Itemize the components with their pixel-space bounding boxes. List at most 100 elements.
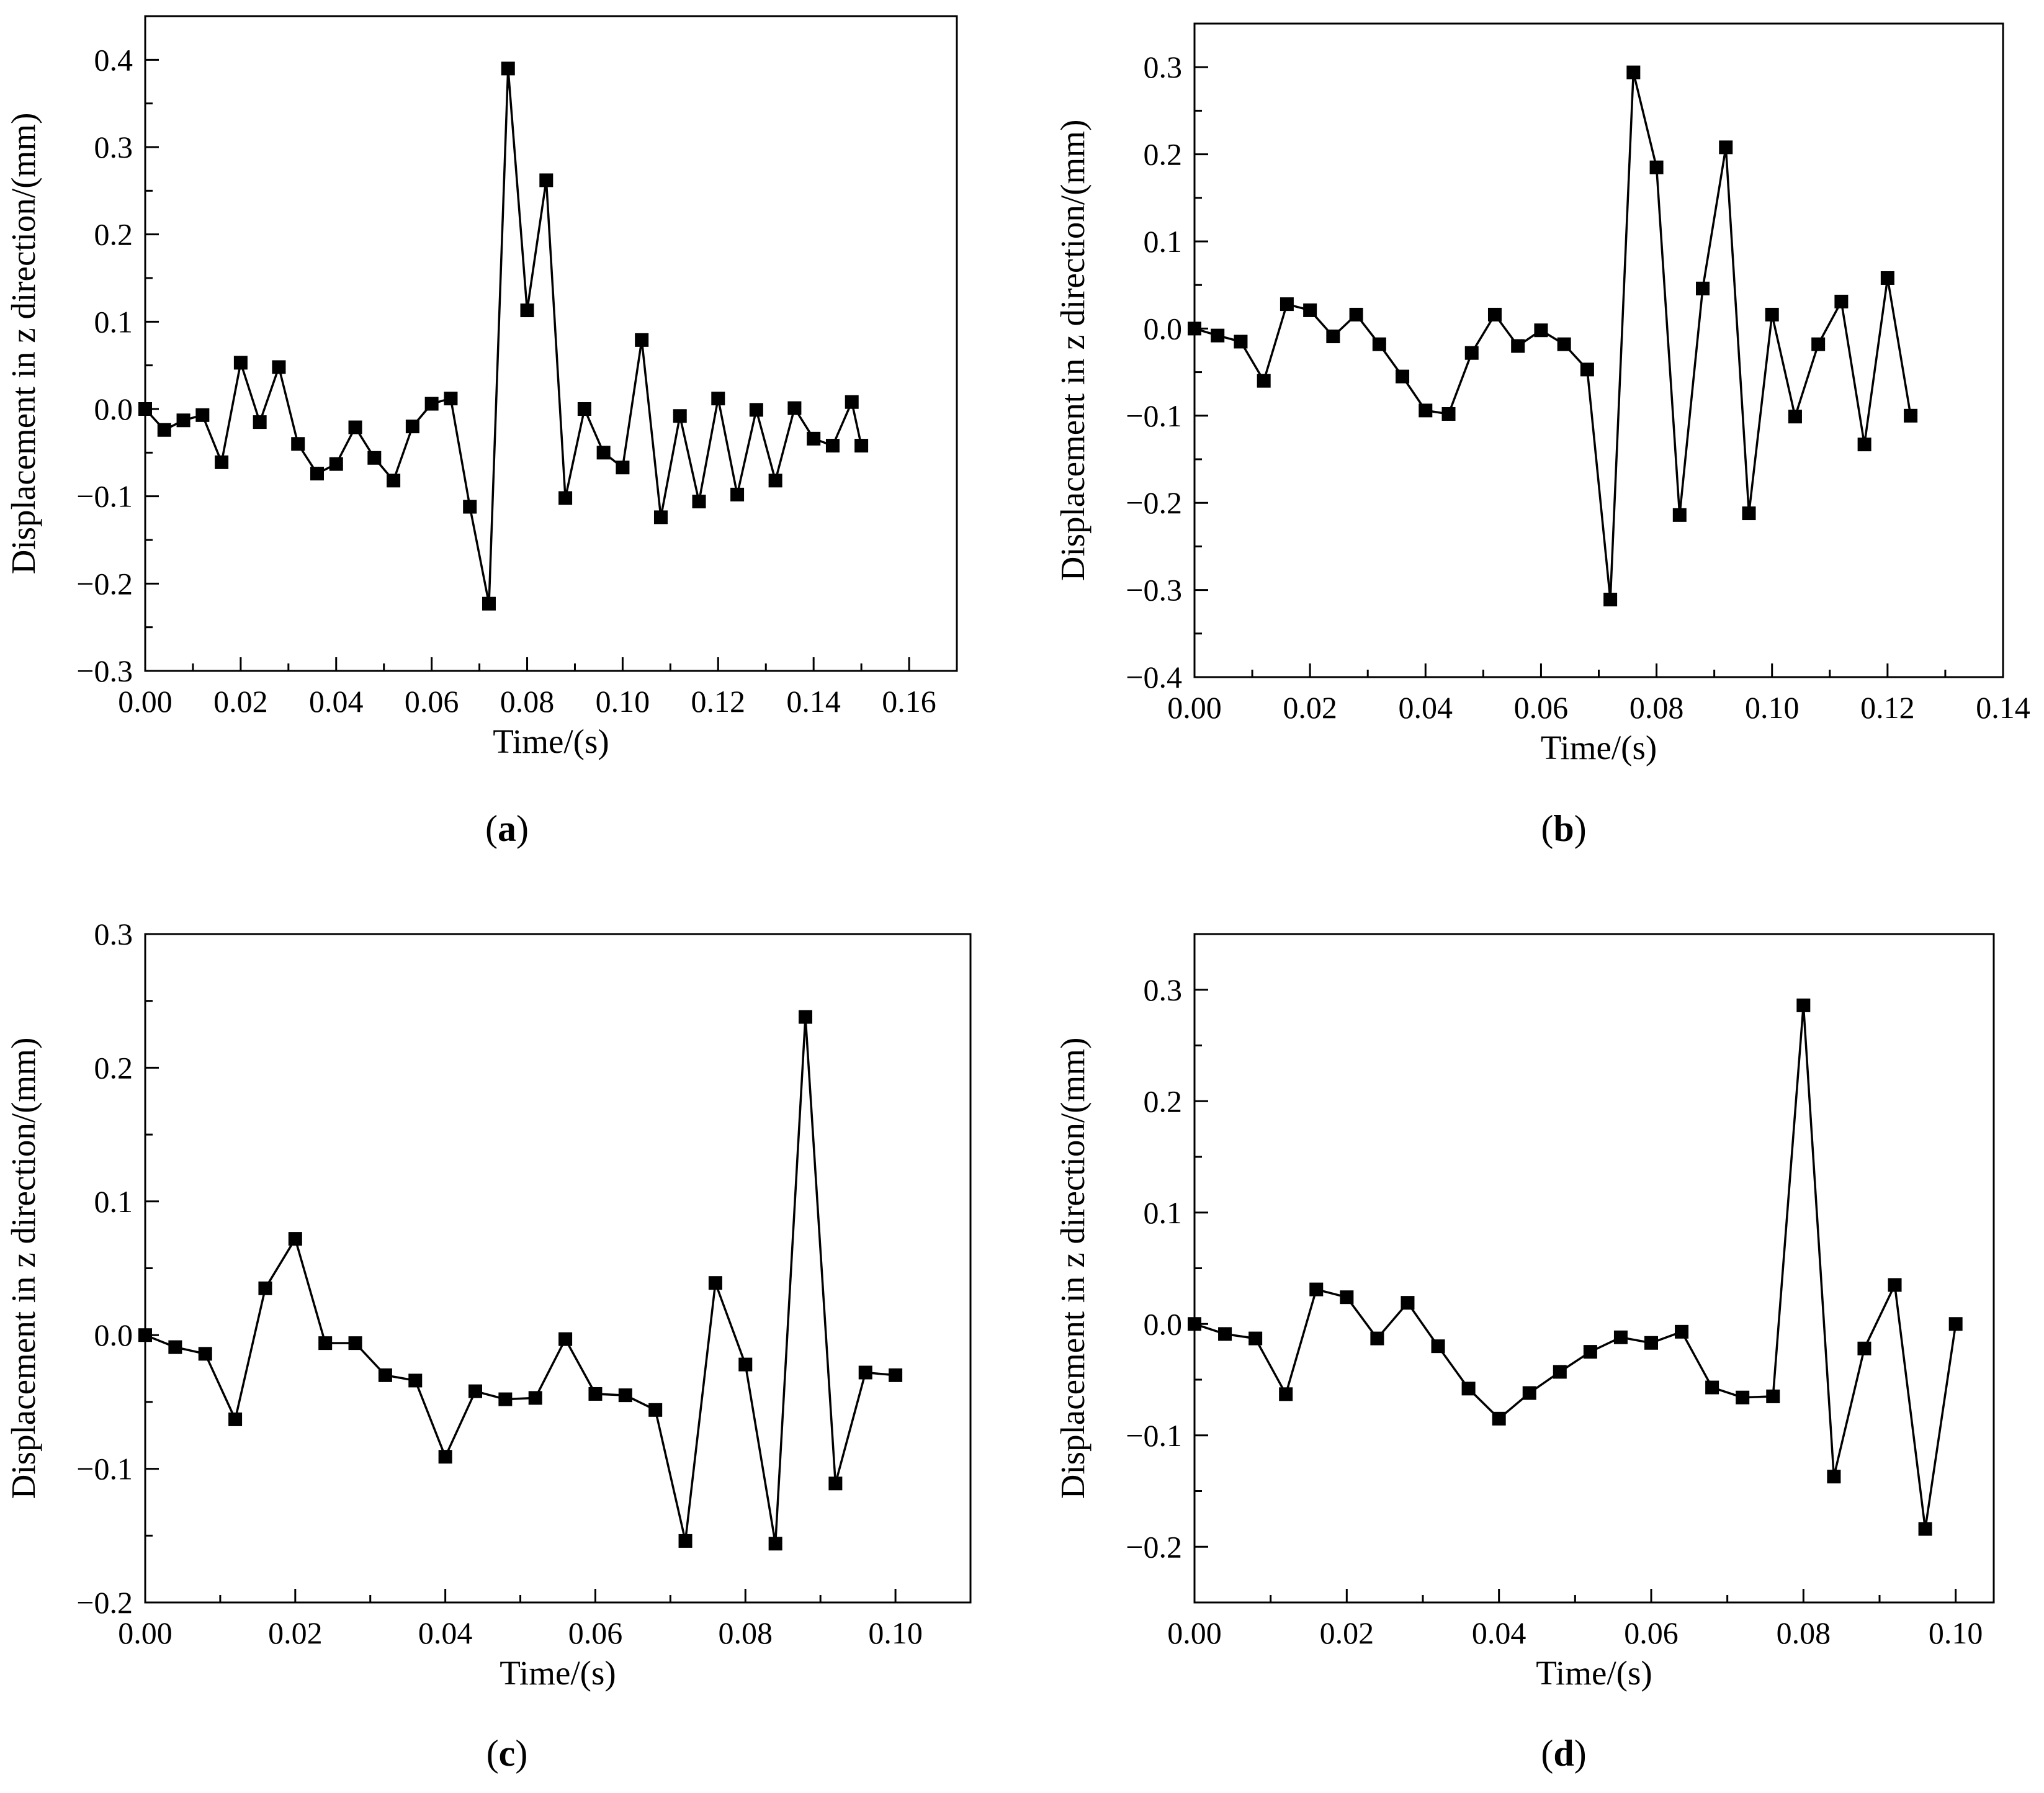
- chart-d-data-point: [1613, 1330, 1628, 1344]
- chart-d-y-axis-title: Displacement in z direction/(mm): [1054, 1038, 1091, 1499]
- chart-b-x-tick-label: 0.14: [1976, 690, 2030, 725]
- chart-a-y-tick-label: −0.2: [76, 566, 133, 601]
- chart-c-x-tick-label: 0.00: [118, 1615, 173, 1650]
- axes-d: 0.00 0.02 0.04 0.06 0.08 0.10 −0.2 −0.1 0.0 0.1 0.…: [1054, 933, 1995, 1692]
- chart-a-x-tick-label: 0.16: [882, 684, 936, 719]
- chart-a-x-tick-label: 0.08: [500, 684, 555, 719]
- chart-b-y-tick-label: −0.4: [1126, 660, 1182, 694]
- chart-a-data-point: [310, 467, 324, 481]
- chart-d-x-tick-label: 0.02: [1320, 1615, 1374, 1650]
- chart-a-x-tick-label: 0.04: [309, 684, 364, 719]
- chart-b-data-point: [1419, 403, 1433, 418]
- chart-d-data-point: [1431, 1339, 1445, 1354]
- chart-a-x-tick-label: 0.12: [691, 684, 746, 719]
- chart-a-data-point: [730, 487, 745, 501]
- chart-d-data-point: [1522, 1386, 1536, 1400]
- chart-a-data-point: [367, 451, 382, 465]
- chart-a-x-tick-label: 0.00: [118, 684, 173, 719]
- chart-a-data-point: [176, 413, 191, 428]
- chart-a-data-point: [673, 409, 687, 423]
- chart-a-data-point: [215, 455, 229, 469]
- chart-b-y-tick-label: −0.2: [1126, 485, 1182, 520]
- chart-a-data-point: [768, 474, 782, 488]
- chart-a-data-point: [291, 437, 305, 451]
- chart-c-data-point: [528, 1391, 542, 1405]
- chart-b-data-point: [1765, 307, 1779, 321]
- chart-a-data-point: [616, 461, 630, 475]
- chart-b-data-point: [1349, 307, 1363, 321]
- chart-b-data-point: [1280, 297, 1294, 312]
- chart-c-data-point: [258, 1281, 272, 1295]
- panel-c: 0.00 0.02 0.04 0.06 0.08 0.10 −0.2 −0.1 0.0 0.1 0.…: [4, 917, 972, 1774]
- chart-c-x-tick-label: 0.02: [268, 1615, 323, 1650]
- panel-label-a: (a): [485, 808, 529, 849]
- chart-a-data-point: [463, 500, 477, 514]
- chart-b-x-tick-label: 0.10: [1745, 690, 1800, 725]
- chart-c-data-point: [768, 1537, 782, 1551]
- chart-c-data-point: [348, 1336, 362, 1350]
- panel-label-c: (c): [486, 1733, 528, 1774]
- chart-a-y-tick-label: −0.1: [76, 479, 133, 514]
- chart-b-data-point: [1511, 339, 1525, 353]
- chart-d-data-point: [1948, 1317, 1963, 1331]
- chart-c-data-point: [288, 1232, 302, 1246]
- chart-a-data-point: [253, 415, 267, 429]
- chart-a-data-point: [233, 356, 248, 370]
- chart-a-data-point: [711, 392, 725, 406]
- chart-a-data-point: [482, 596, 496, 611]
- chart-b-x-tick-label: 0.00: [1167, 690, 1222, 725]
- chart-a-x-axis-title: Time/(s): [493, 722, 609, 760]
- chart-d-data-point: [1857, 1341, 1871, 1355]
- chart-b-data-point: [1649, 160, 1664, 174]
- chart-d-data-point: [1736, 1390, 1750, 1404]
- chart-a-data-point: [825, 439, 840, 453]
- chart-a-y-tick-label: −0.3: [76, 654, 133, 688]
- chart-d-data-point: [1553, 1365, 1567, 1379]
- chart-d-data-point: [1370, 1331, 1384, 1346]
- chart-c-plot-frame: [144, 933, 972, 1604]
- chart-c-y-tick-label: 0.3: [94, 917, 133, 951]
- chart-a-x-tick-label: 0.02: [213, 684, 268, 719]
- chart-b-y-tick-label: 0.1: [1144, 224, 1183, 259]
- chart-c-y-tick-label: −0.2: [76, 1585, 133, 1620]
- chart-d-x-tick-label: 0.06: [1624, 1615, 1679, 1650]
- chart-c-x-tick-label: 0.04: [418, 1615, 473, 1650]
- chart-a-data-point: [424, 397, 439, 411]
- chart-a-data-point: [692, 495, 706, 509]
- chart-b-y-tick-label: −0.1: [1126, 398, 1182, 433]
- chart-d-x-tick-label: 0.04: [1472, 1615, 1526, 1650]
- chart-d-data-point: [1888, 1278, 1902, 1292]
- chart-d-data-point: [1766, 1389, 1780, 1403]
- chart-c-data-point: [498, 1392, 513, 1406]
- chart-b-x-tick-label: 0.08: [1629, 690, 1684, 725]
- chart-b-data-point: [1464, 346, 1479, 360]
- chart-b-y-tick-label: 0.0: [1144, 311, 1183, 346]
- chart-b-data-point: [1742, 506, 1756, 521]
- chart-d-data-point: [1279, 1387, 1293, 1401]
- chart-b-x-axis-title: Time/(s): [1541, 729, 1657, 766]
- chart-a-data-point: [157, 423, 171, 437]
- chart-c-data-point: [138, 1328, 152, 1342]
- chart-a-data-point: [138, 402, 152, 416]
- chart-c-data-point: [468, 1384, 482, 1398]
- chart-b-data-point: [1580, 362, 1594, 377]
- chart-a-data-point: [195, 408, 210, 422]
- axes-a: 0.00 0.02 0.04 0.06 0.08 0.10 0.12 0.14 0.16 −0.3…: [4, 15, 958, 760]
- chart-c-data-point: [558, 1332, 573, 1346]
- chart-c-y-tick-label: 0.2: [94, 1050, 133, 1085]
- chart-a-x-tick-label: 0.14: [786, 684, 841, 719]
- chart-b-data-point: [1534, 323, 1548, 338]
- chart-a-data-point: [329, 457, 343, 471]
- chart-b-data-point: [1557, 337, 1571, 351]
- chart-b-data-point: [1188, 321, 1201, 336]
- chart-d-data-point: [1340, 1290, 1354, 1305]
- chart-c-series-line: [145, 1017, 896, 1544]
- chart-c-x-tick-label: 0.06: [568, 1615, 623, 1650]
- chart-d-y-tick-label: 0.1: [1144, 1195, 1183, 1230]
- chart-b-data-point: [1788, 410, 1802, 424]
- chart-a-y-tick-label: 0.0: [94, 392, 133, 426]
- chart-d-series-line: [1194, 1005, 1957, 1529]
- chart-a-series-line: [144, 68, 863, 604]
- chart-c-data-point: [198, 1347, 212, 1361]
- chart-b-data-point: [1257, 374, 1271, 388]
